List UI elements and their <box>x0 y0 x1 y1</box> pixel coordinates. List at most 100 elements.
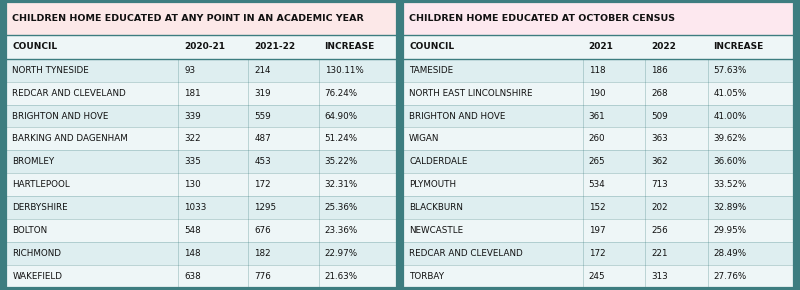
Text: COUNCIL: COUNCIL <box>409 42 454 52</box>
Text: CHILDREN HOME EDUCATED AT OCTOBER CENSUS: CHILDREN HOME EDUCATED AT OCTOBER CENSUS <box>409 14 675 23</box>
Bar <box>6 242 397 265</box>
Text: NORTH TYNESIDE: NORTH TYNESIDE <box>12 66 89 75</box>
Text: 322: 322 <box>184 135 201 144</box>
Text: 32.31%: 32.31% <box>325 180 358 189</box>
Text: 1295: 1295 <box>254 203 277 212</box>
Bar <box>403 59 794 82</box>
Text: 197: 197 <box>589 226 606 235</box>
Text: 32.89%: 32.89% <box>714 203 747 212</box>
Text: 1033: 1033 <box>184 203 206 212</box>
Bar <box>403 265 794 288</box>
Text: 2020-21: 2020-21 <box>184 42 225 52</box>
Text: BOLTON: BOLTON <box>12 226 47 235</box>
Text: 41.00%: 41.00% <box>714 112 747 121</box>
Text: 29.95%: 29.95% <box>714 226 746 235</box>
Text: 51.24%: 51.24% <box>325 135 358 144</box>
Text: 362: 362 <box>651 157 668 166</box>
Text: 221: 221 <box>651 249 668 258</box>
Bar <box>403 219 794 242</box>
Text: INCREASE: INCREASE <box>325 42 375 52</box>
Text: 487: 487 <box>254 135 271 144</box>
Text: 33.52%: 33.52% <box>714 180 747 189</box>
Bar <box>403 82 794 105</box>
Text: 638: 638 <box>184 272 201 281</box>
Text: 172: 172 <box>254 180 271 189</box>
Text: 182: 182 <box>254 249 271 258</box>
Text: 27.76%: 27.76% <box>714 272 747 281</box>
Text: WIGAN: WIGAN <box>409 135 439 144</box>
Text: 453: 453 <box>254 157 271 166</box>
Bar <box>6 196 397 219</box>
Text: 172: 172 <box>589 249 606 258</box>
Text: 2022: 2022 <box>651 42 676 52</box>
Text: REDCAR AND CLEVELAND: REDCAR AND CLEVELAND <box>12 89 126 98</box>
Text: 363: 363 <box>651 135 668 144</box>
Text: 202: 202 <box>651 203 668 212</box>
Text: BRIGHTON AND HOVE: BRIGHTON AND HOVE <box>12 112 109 121</box>
Text: 76.24%: 76.24% <box>325 89 358 98</box>
Text: 548: 548 <box>184 226 201 235</box>
Text: RICHMOND: RICHMOND <box>12 249 62 258</box>
Text: 214: 214 <box>254 66 271 75</box>
Text: CALDERDALE: CALDERDALE <box>409 157 467 166</box>
Bar <box>6 35 397 59</box>
Text: 148: 148 <box>184 249 201 258</box>
Text: 57.63%: 57.63% <box>714 66 747 75</box>
Bar <box>6 59 397 82</box>
Text: BARKING AND DAGENHAM: BARKING AND DAGENHAM <box>12 135 128 144</box>
Text: 260: 260 <box>589 135 606 144</box>
Text: 36.60%: 36.60% <box>714 157 747 166</box>
Bar <box>403 242 794 265</box>
Text: NEWCASTLE: NEWCASTLE <box>409 226 463 235</box>
Bar <box>6 150 397 173</box>
Text: 268: 268 <box>651 89 668 98</box>
Text: 181: 181 <box>184 89 201 98</box>
Bar <box>403 150 794 173</box>
Text: 335: 335 <box>184 157 201 166</box>
Text: INCREASE: INCREASE <box>714 42 764 52</box>
Bar <box>6 82 397 105</box>
Text: COUNCIL: COUNCIL <box>12 42 58 52</box>
Text: CHILDREN HOME EDUCATED AT ANY POINT IN AN ACADEMIC YEAR: CHILDREN HOME EDUCATED AT ANY POINT IN A… <box>12 14 364 23</box>
Text: 186: 186 <box>651 66 668 75</box>
Bar <box>403 2 794 35</box>
Text: HARTLEPOOL: HARTLEPOOL <box>12 180 70 189</box>
Bar <box>6 265 397 288</box>
Text: 130: 130 <box>184 180 201 189</box>
Bar <box>403 128 794 150</box>
Text: 28.49%: 28.49% <box>714 249 746 258</box>
Text: PLYMOUTH: PLYMOUTH <box>409 180 456 189</box>
Text: 361: 361 <box>589 112 606 121</box>
Text: 152: 152 <box>589 203 606 212</box>
Text: TAMESIDE: TAMESIDE <box>409 66 453 75</box>
Text: 190: 190 <box>589 89 606 98</box>
Text: DERBYSHIRE: DERBYSHIRE <box>12 203 68 212</box>
Text: 339: 339 <box>184 112 201 121</box>
Text: 676: 676 <box>254 226 271 235</box>
Text: 509: 509 <box>651 112 668 121</box>
Text: 245: 245 <box>589 272 606 281</box>
Text: 265: 265 <box>589 157 606 166</box>
Bar <box>403 173 794 196</box>
Text: 319: 319 <box>254 89 271 98</box>
Text: 2021: 2021 <box>589 42 614 52</box>
Text: BRIGHTON AND HOVE: BRIGHTON AND HOVE <box>409 112 506 121</box>
Bar <box>6 105 397 128</box>
Text: BLACKBURN: BLACKBURN <box>409 203 463 212</box>
Bar <box>403 35 794 59</box>
Text: 534: 534 <box>589 180 606 189</box>
Text: 559: 559 <box>254 112 271 121</box>
Text: 313: 313 <box>651 272 668 281</box>
Text: 713: 713 <box>651 180 668 189</box>
Text: 23.36%: 23.36% <box>325 226 358 235</box>
Text: NORTH EAST LINCOLNSHIRE: NORTH EAST LINCOLNSHIRE <box>409 89 533 98</box>
Bar <box>6 128 397 150</box>
Text: 25.36%: 25.36% <box>325 203 358 212</box>
Bar <box>403 196 794 219</box>
Text: REDCAR AND CLEVELAND: REDCAR AND CLEVELAND <box>409 249 523 258</box>
Text: 35.22%: 35.22% <box>325 157 358 166</box>
Text: 2021-22: 2021-22 <box>254 42 295 52</box>
Text: WAKEFIELD: WAKEFIELD <box>12 272 62 281</box>
Text: 41.05%: 41.05% <box>714 89 747 98</box>
Text: 776: 776 <box>254 272 271 281</box>
